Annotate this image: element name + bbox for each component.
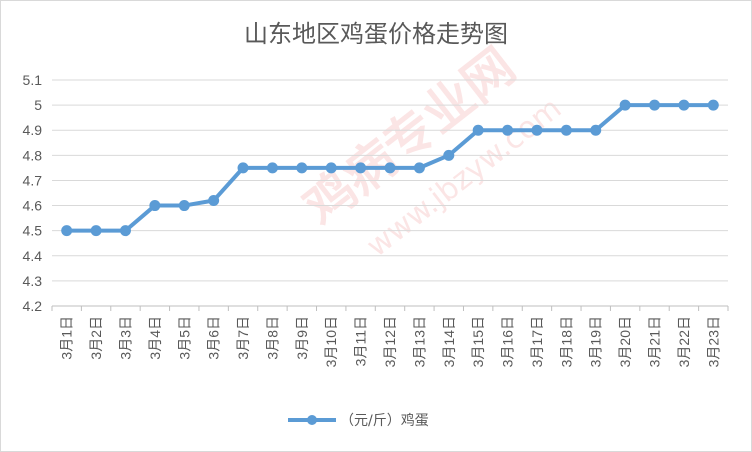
x-tick-label: 3月11日	[353, 316, 369, 366]
y-tick-label: 4.6	[23, 198, 43, 214]
legend: （元/斤）鸡蛋	[288, 412, 429, 429]
x-tick-label: 3月16日	[500, 316, 516, 367]
data-point	[149, 200, 161, 212]
data-point	[61, 225, 73, 237]
x-tick-label: 3月9日	[294, 316, 310, 360]
x-tick-label: 3月5日	[176, 316, 192, 360]
data-point	[413, 162, 425, 174]
x-tick-label: 3月2日	[88, 316, 104, 360]
data-point	[560, 124, 572, 136]
x-tick-label: 3月3日	[117, 316, 133, 360]
x-tick-label: 3月20日	[617, 316, 633, 367]
x-tick-label: 3月12日	[382, 316, 398, 367]
data-point	[443, 149, 455, 161]
data-point	[619, 99, 631, 111]
x-tick-label: 3月7日	[235, 316, 251, 360]
legend-marker	[307, 415, 317, 425]
x-tick-label: 3月4日	[147, 316, 163, 360]
y-tick-label: 4.3	[23, 273, 43, 289]
x-tick-label: 3月10日	[323, 316, 339, 367]
data-point	[649, 99, 661, 111]
data-point	[502, 124, 514, 136]
chart-title: 山东地区鸡蛋价格走势图	[244, 20, 508, 48]
data-point	[119, 225, 131, 237]
y-tick-label: 4.5	[23, 223, 43, 239]
data-point	[590, 124, 602, 136]
data-point	[237, 162, 249, 174]
y-tick-label: 4.9	[23, 122, 43, 138]
data-point	[296, 162, 308, 174]
x-tick-label: 3月1日	[59, 316, 75, 360]
y-tick-label: 4.2	[23, 298, 43, 314]
x-tick-label: 3月18日	[558, 316, 574, 367]
x-tick-label: 3月21日	[647, 316, 663, 367]
legend-label: （元/斤）鸡蛋	[340, 412, 429, 429]
y-tick-label: 4.4	[23, 248, 43, 264]
x-axis: 3月1日 3月2日 3月3日 3月4日 3月5日 3月6日 3月7日 3月8日 3月9日 3月10…	[51, 305, 729, 367]
x-tick-label: 3月15日	[470, 316, 486, 367]
data-point	[355, 162, 367, 174]
data-point	[531, 124, 543, 136]
data-point	[90, 225, 102, 237]
data-point	[472, 124, 484, 136]
y-tick-label: 5	[34, 97, 42, 113]
x-tick-label: 3月23日	[705, 316, 721, 367]
y-axis: 4.2 4.3 4.4 4.5 4.6 4.7 4.8 4.9 5 5.1	[23, 72, 43, 314]
y-tick-label: 4.7	[23, 172, 43, 188]
watermark: 鸡病专业网 www.jbzyw.com	[293, 37, 568, 264]
x-tick-label: 3月19日	[588, 316, 604, 367]
series	[61, 99, 719, 237]
x-tick-label: 3月22日	[676, 316, 692, 367]
x-tick-label: 3月6日	[206, 316, 222, 360]
x-tick-label: 3月13日	[411, 316, 427, 367]
data-point	[325, 162, 337, 174]
data-point	[678, 99, 690, 111]
data-point	[707, 99, 719, 111]
data-point	[178, 200, 190, 212]
data-point	[208, 195, 220, 207]
x-tick-label: 3月8日	[264, 316, 280, 360]
y-tick-label: 5.1	[23, 72, 43, 88]
data-point	[384, 162, 396, 174]
y-tick-label: 4.8	[23, 147, 43, 163]
data-point	[266, 162, 278, 174]
x-tick-label: 3月14日	[441, 316, 457, 367]
x-tick-label: 3月17日	[529, 316, 545, 367]
